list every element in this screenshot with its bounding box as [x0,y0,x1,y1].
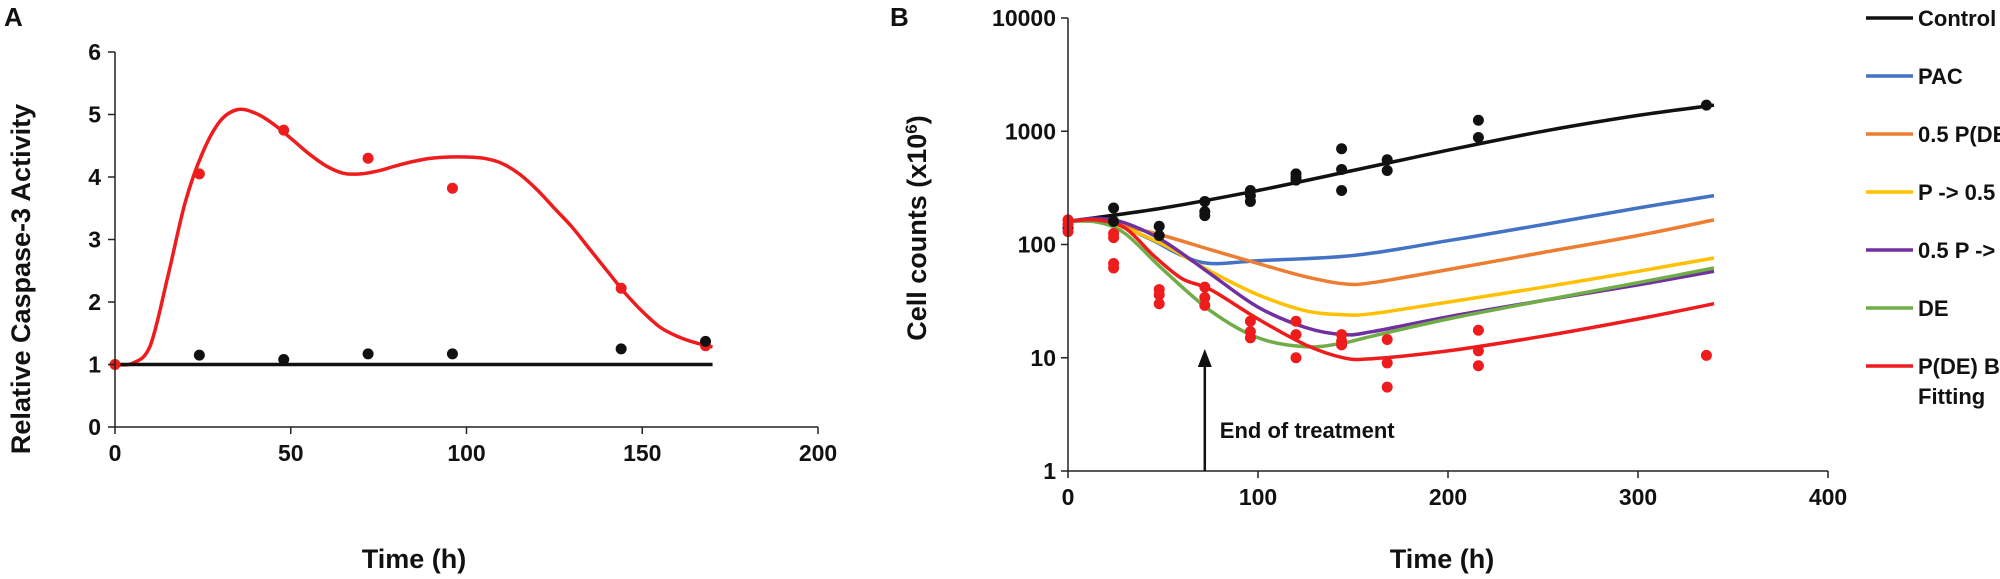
panel-b-plot-area [1062,99,1715,393]
panel-a-data-point [193,168,205,180]
panel-b-data-point [1472,114,1484,126]
panel-b-legend: Control PAC 0.5 P(DE) P -> 0.5 DE 0.5 P -> D… [1866,6,2000,409]
panel-b-data-point [1472,345,1484,357]
panel-a-plot-area [109,107,713,370]
panel-a-data-point [615,282,627,294]
panel-b-y-tick-label: 100 [1018,232,1056,258]
panel-b-data-point [1336,184,1348,196]
panel-a-data-point [446,182,458,194]
panel-b-data-point [1199,292,1211,304]
panel-b-y-tick-label: 1000 [1005,118,1056,144]
panel-b-data-point [1199,210,1211,222]
panel-b-data-point [1244,332,1256,344]
panel-a-y-tick-label: 2 [88,289,101,315]
panel-b-data-point [1472,360,1484,372]
panel-b-data-point [1108,202,1120,214]
panel-a-y-tick-label: 3 [88,227,101,253]
panel-b-y-tick-label: 10 [1030,345,1056,371]
panel-b-data-point [1336,143,1348,155]
legend-label: PAC [1918,64,1963,89]
panel-a-data-point [615,343,627,355]
end-of-treatment-arrowhead [1197,349,1212,368]
panel-a-y-tick-label: 1 [88,352,101,378]
panel-a-data-point [362,348,374,360]
panel-b-series-line-5 [1067,219,1715,349]
panel-a-x-tick-label: 150 [623,440,661,466]
panel-b-series-line-6 [1067,217,1715,362]
panel-b-x-tick-label: 100 [1239,484,1277,510]
panel-b-data-point [1108,232,1120,244]
panel-b-data-point [1199,299,1211,311]
panel-a-x-tick-label: 0 [109,440,122,466]
panel-b-data-point [1199,281,1211,293]
panel-a-y-tick-label: 5 [88,102,101,128]
legend-label: 0.5 P -> DE [1918,238,2000,263]
legend-label: P -> 0.5 DE [1918,180,2000,205]
panel-b-data-point [1381,165,1393,177]
panel-b-data-point [1153,230,1165,242]
panel-b-data-point [1381,154,1393,166]
panel-a-x-tick-label: 100 [447,440,485,466]
legend-label: P(DE) BelloCellFitting [1918,354,2000,409]
panel-b-y-tick-label: 1 [1043,458,1056,484]
panel-b-data-point [1153,298,1165,310]
panel-b-data-point [1700,99,1712,111]
panel-b-data-point [1700,349,1712,361]
panel-b-data-point [1199,195,1211,207]
panel-b-data-point [1244,315,1256,327]
panel-a-y-tick-label: 6 [88,39,101,65]
panel-a-x-tick-label: 200 [799,440,837,466]
panel-a-data-point [193,349,205,361]
legend-label: DE [1918,296,1949,321]
panel-b-data-point [1290,352,1302,364]
panel-b-data-point [1381,381,1393,393]
panel-b-data-point [1381,333,1393,345]
panel-b-data-point [1108,215,1120,227]
panel-a-data-point [362,152,374,164]
panel-b-data-point [1108,262,1120,274]
panel-a-series-line-2 [114,107,713,367]
panel-b-data-point [1290,174,1302,186]
panel-a-chart: A 0 1 2 3 4 5 6 0 50 100 150 200 Time (h) Relative … [4,2,837,574]
panel-b-y-axis-label: Cell counts (x106) [902,115,933,341]
end-of-treatment-annotation: End of treatment [1197,349,1395,471]
panel-b-data-point [1336,339,1348,351]
panel-b-series-line-1 [1067,193,1715,266]
panel-a-data-point [278,124,290,136]
panel-b-data-point [1153,289,1165,301]
panel-a-axes: 0 1 2 3 4 5 6 0 50 100 150 200 [88,39,837,466]
panel-b-data-point [1290,315,1302,327]
panel-b-data-point [1472,324,1484,336]
panel-b-data-point [1244,195,1256,207]
panel-b-x-tick-label: 300 [1619,484,1657,510]
panel-a-x-tick-label: 50 [278,440,304,466]
panel-b-series-line-0 [1067,103,1715,224]
panel-a-data-point [278,354,290,365]
panel-b-data-point [1472,132,1484,144]
legend-label: 0.5 P(DE) [1918,122,2000,147]
panel-b-axes: 1 10 100 1000 10000 0 100 200 300 400 [992,5,1847,510]
panel-b-label: B [890,2,909,32]
panel-a-data-point [700,335,712,347]
panel-a-x-axis-label: Time (h) [362,544,467,574]
panel-b-data-point [1290,329,1302,341]
panel-a-data-point [446,348,458,360]
panel-b-y-tick-label: 10000 [992,5,1056,31]
panel-a-y-tick-label: 0 [88,414,101,440]
panel-b-data-point [1336,163,1348,175]
legend-label: Control [1918,6,1996,31]
panel-b-x-axis-label: Time (h) [1390,544,1495,574]
panel-b-x-tick-label: 0 [1062,484,1075,510]
end-of-treatment-label: End of treatment [1220,418,1395,443]
panel-b-x-tick-label: 200 [1429,484,1467,510]
panel-b-data-point [1381,357,1393,369]
panel-b-x-tick-label: 400 [1809,484,1847,510]
panel-a-label: A [4,2,23,32]
panel-a-y-axis-label: Relative Caspase-3 Activity [6,104,36,454]
panel-b-data-point [1153,220,1165,232]
panel-a-y-tick-label: 4 [88,164,101,190]
